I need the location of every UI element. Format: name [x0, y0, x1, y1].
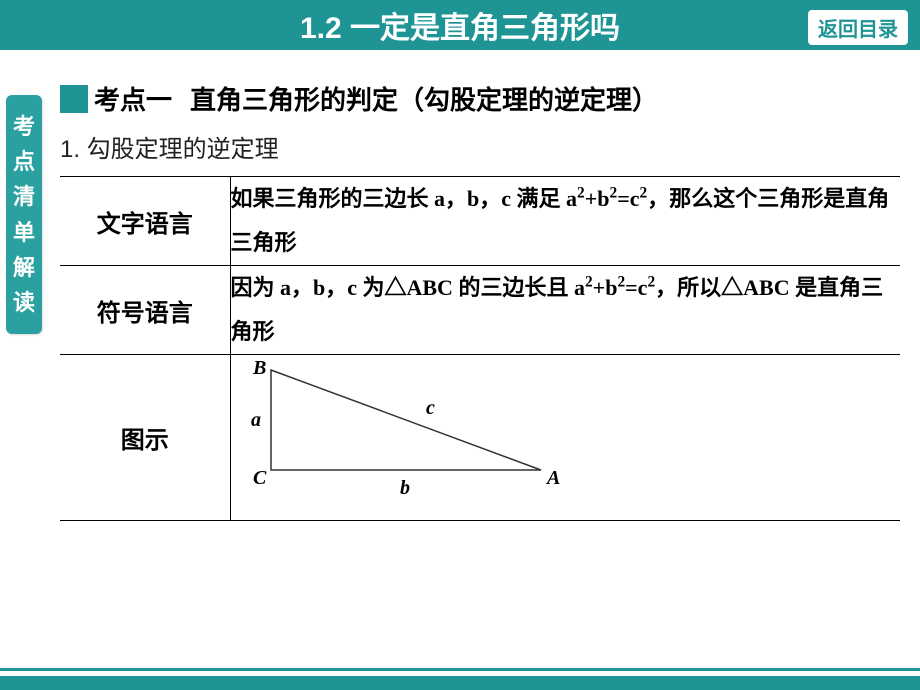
content-table: 文字语言如果三角形的三边长 a，b，c 满足 a2+b2=c2，那么这个三角形是…: [60, 176, 900, 521]
vertex-A: A: [545, 467, 560, 489]
row-label: 图示: [60, 355, 230, 521]
table-row: 符号语言因为 a，b，c 为△ABC 的三边长且 a2+b2=c2，所以△ABC…: [60, 266, 900, 355]
page-header: 1.2 一定是直角三角形吗 返回目录: [0, 0, 920, 50]
sub-title: 1. 勾股定理的逆定理: [60, 129, 900, 164]
vertex-C: C: [253, 467, 267, 489]
footer-bar: [0, 670, 920, 690]
diagram-cell: B C Aa b c: [230, 355, 900, 521]
table-body: 文字语言如果三角形的三边长 a，b，c 满足 a2+b2=c2，那么这个三角形是…: [60, 177, 900, 521]
kaodian-heading: 考点一 直角三角形的判定（勾股定理的逆定理）: [60, 80, 900, 117]
kaodian-label: 考点一: [94, 80, 172, 117]
side-tab-text: 考点清单解读: [13, 109, 35, 320]
row-label: 符号语言: [60, 266, 230, 355]
side-a: a: [251, 409, 261, 431]
row-content: 因为 a，b，c 为△ABC 的三边长且 a2+b2=c2，所以△ABC 是直角…: [230, 266, 900, 355]
kaodian-title: 直角三角形的判定（勾股定理的逆定理）: [190, 80, 658, 117]
row-content: 如果三角形的三边长 a，b，c 满足 a2+b2=c2，那么这个三角形是直角三角…: [230, 177, 900, 266]
side-b: b: [400, 477, 410, 499]
triangle-diagram: B C Aa b c: [231, 355, 591, 505]
square-marker-icon: [60, 85, 88, 113]
side-c: c: [426, 397, 435, 419]
vertex-B: B: [252, 357, 266, 379]
page-title: 1.2 一定是直角三角形吗: [300, 3, 620, 47]
side-tab: 考点清单解读: [6, 95, 42, 334]
return-button[interactable]: 返回目录: [806, 8, 910, 47]
row-label: 文字语言: [60, 177, 230, 266]
table-row: 文字语言如果三角形的三边长 a，b，c 满足 a2+b2=c2，那么这个三角形是…: [60, 177, 900, 266]
content-area: 考点一 直角三角形的判定（勾股定理的逆定理） 1. 勾股定理的逆定理 文字语言如…: [0, 50, 920, 521]
table-row: 图示 B C Aa b c: [60, 355, 900, 521]
